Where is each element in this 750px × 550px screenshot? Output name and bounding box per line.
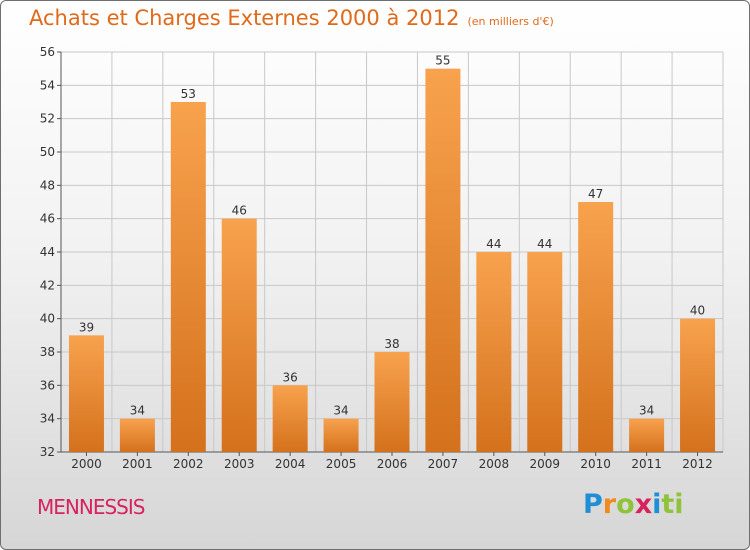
y-tick-label: 42: [40, 278, 55, 292]
x-tick-label: 2008: [479, 457, 510, 471]
bar: [323, 418, 359, 452]
x-tick-label: 2011: [631, 457, 662, 471]
y-tick-labels: 32 34 36 38 40 42 44 46 48 50 52 54 56: [40, 45, 55, 459]
bar: [680, 318, 716, 452]
value-label: 46: [232, 204, 247, 218]
value-label: 39: [79, 320, 94, 334]
x-tick-label: 2004: [275, 457, 306, 471]
value-label: 47: [588, 187, 603, 201]
y-tick-label: 34: [40, 412, 55, 426]
y-tick-label: 40: [40, 312, 55, 326]
x-tick-labels: 2000 2001 2002 2003 2004 2005 2006 2007 2008 2009…: [71, 457, 713, 471]
bar: [170, 102, 206, 452]
chart-subtitle: (en milliers d'€): [467, 15, 554, 28]
bar: [272, 385, 308, 452]
bar: [425, 68, 461, 453]
logo-letter: ti: [661, 489, 684, 520]
value-label: 34: [130, 404, 145, 418]
x-tick-label: 2007: [428, 457, 459, 471]
value-label: 55: [435, 54, 450, 68]
value-label: 44: [486, 237, 501, 251]
value-label: 34: [639, 404, 654, 418]
logo-letter: x: [634, 489, 653, 520]
bar: [119, 418, 155, 452]
value-label: 34: [333, 404, 348, 418]
logo-letter: P: [583, 489, 603, 520]
y-tick-label: 44: [40, 245, 55, 259]
bars: [68, 68, 716, 453]
logo-letter: i: [652, 489, 662, 520]
chart-title: Achats et Charges Externes 2000 à 2012 (e…: [29, 6, 554, 30]
value-label: 40: [690, 304, 705, 318]
x-tick-label: 2002: [173, 457, 204, 471]
value-labels: 39 34 53 46 36 34 38 55 44 44 47 34 40: [79, 54, 705, 418]
bar: [476, 252, 512, 452]
bar: [68, 335, 104, 452]
y-tick-label: 50: [40, 145, 55, 159]
x-tick-label: 2009: [529, 457, 560, 471]
value-label: 44: [537, 237, 552, 251]
x-tick-label: 2012: [682, 457, 713, 471]
bar: [221, 218, 257, 452]
bar: [578, 202, 614, 452]
y-tick-label: 32: [40, 445, 55, 459]
x-tick-label: 2000: [71, 457, 102, 471]
bar: [527, 252, 563, 452]
x-tick-label: 2010: [580, 457, 611, 471]
logo-letter: r: [602, 489, 617, 520]
y-tick-label: 46: [40, 212, 55, 226]
y-tick-label: 52: [40, 112, 55, 126]
x-tick-label: 2006: [377, 457, 408, 471]
value-label: 36: [283, 370, 298, 384]
y-tick-label: 36: [40, 378, 55, 392]
x-tick-label: 2003: [224, 457, 255, 471]
x-tick-label: 2001: [122, 457, 153, 471]
value-label: 53: [181, 87, 196, 101]
value-label: 38: [384, 337, 399, 351]
chart-title-text: Achats et Charges Externes 2000 à 2012: [29, 6, 460, 30]
bar: [629, 418, 665, 452]
y-tick-label: 38: [40, 345, 55, 359]
proxiti-logo: Proxiti: [583, 489, 684, 520]
bar: [374, 352, 410, 452]
y-tick-label: 54: [40, 78, 55, 92]
x-tick-label: 2005: [326, 457, 357, 471]
y-tick-label: 48: [40, 178, 55, 192]
logo-letter: o: [616, 489, 635, 520]
y-tick-label: 56: [40, 45, 55, 59]
commune-name: MENNESSIS: [37, 495, 145, 519]
